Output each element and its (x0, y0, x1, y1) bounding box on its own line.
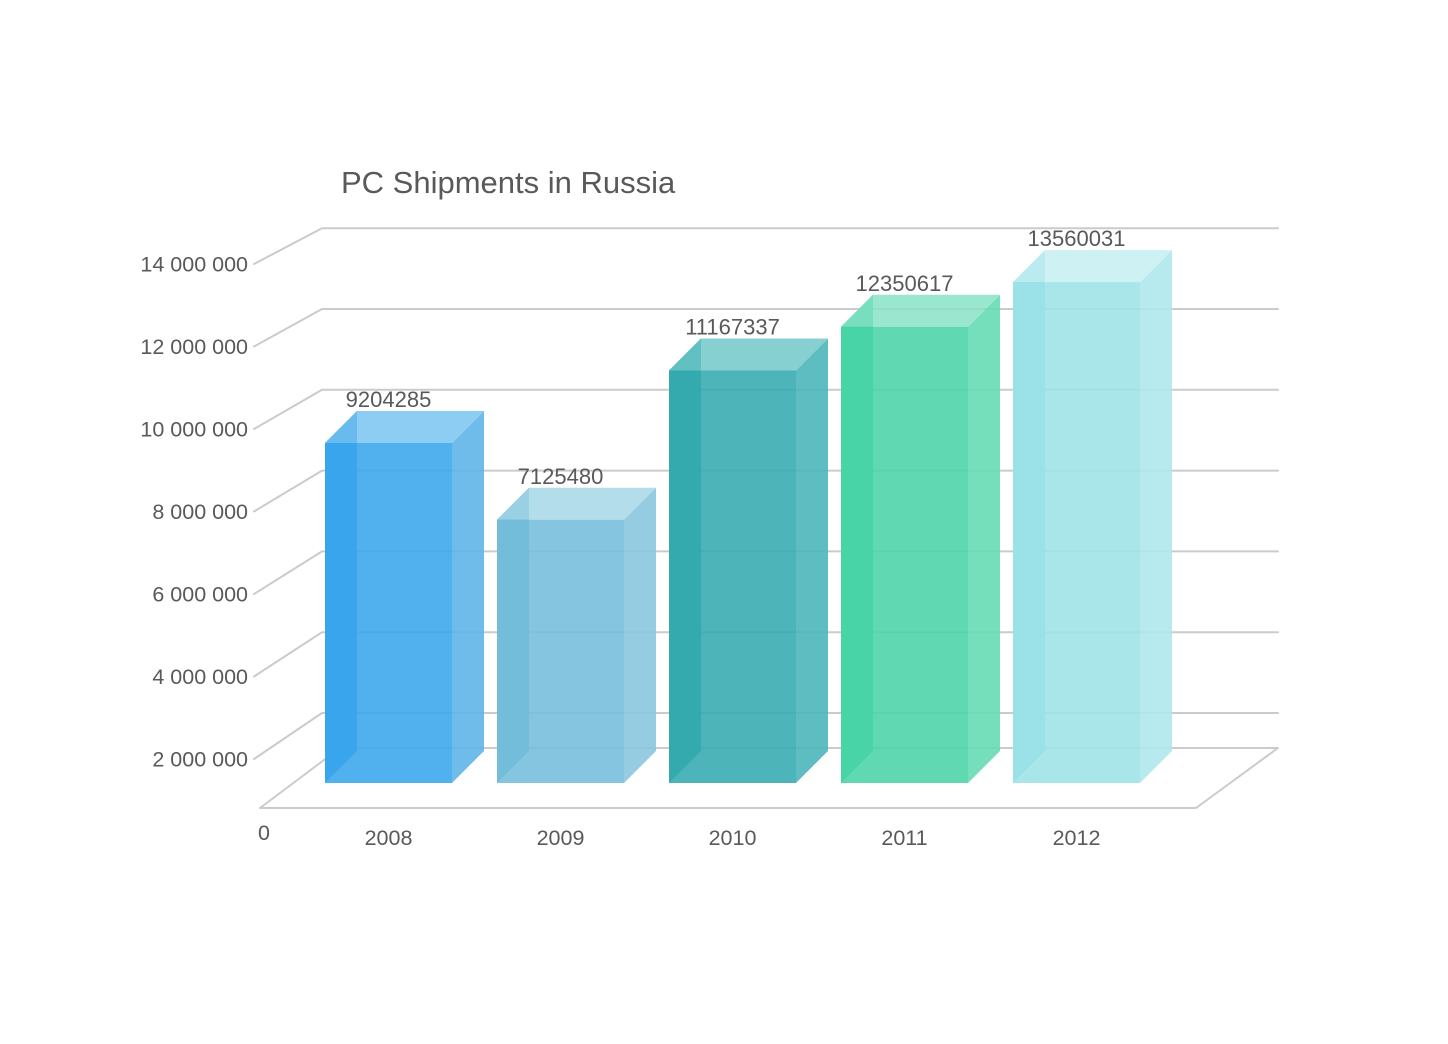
x-tick-2010: 2010 (709, 826, 757, 850)
gridline-14000000 (253, 227, 1279, 265)
x-tick-2012: 2012 (1053, 826, 1101, 850)
bar-top-face (497, 487, 656, 520)
bar-2012 (1013, 250, 1172, 784)
y-tick-0: 0 (258, 821, 270, 845)
bar-2011 (841, 294, 1000, 783)
bar-2010 (669, 338, 828, 783)
bar-top-face (841, 294, 1000, 327)
y-tick-6000000: 6 000 000 (152, 583, 248, 607)
bar-right-face (1140, 250, 1172, 784)
y-tick-8000000: 8 000 000 (152, 500, 248, 524)
y-tick-2000000: 2 000 000 (152, 748, 248, 772)
bar-right-face (624, 487, 656, 783)
x-tick-2009: 2009 (537, 826, 585, 850)
bar-right-face (452, 411, 484, 783)
bar-front-face (325, 443, 452, 783)
x-tick-2008: 2008 (365, 826, 413, 850)
value-label-2008: 9204285 (346, 387, 432, 412)
bar-front-face (497, 519, 624, 783)
y-tick-10000000: 10 000 000 (140, 418, 248, 442)
value-label-2011: 12350617 (856, 271, 954, 296)
bar-front-face (841, 326, 968, 783)
bar-top-face (1013, 250, 1172, 283)
bar-right-face (796, 338, 828, 783)
y-tick-4000000: 4 000 000 (152, 665, 248, 689)
value-label-2009: 7125480 (518, 464, 604, 489)
bar-2009 (497, 487, 656, 783)
x-tick-2011: 2011 (881, 826, 927, 850)
y-tick-14000000: 14 000 000 (140, 253, 248, 277)
value-label-2010: 11167337 (685, 314, 780, 339)
y-tick-12000000: 12 000 000 (140, 335, 248, 359)
chart-title: PC Shipments in Russia (341, 165, 676, 200)
bar-top-face (669, 338, 828, 371)
bar-2008 (325, 411, 484, 783)
bar-front-face (1013, 282, 1140, 783)
floor-plane (259, 747, 1279, 809)
bar-top-face (325, 411, 484, 443)
bar-right-face (968, 294, 1000, 783)
bar-front-face (669, 370, 796, 783)
bars (325, 250, 1172, 784)
value-label-2012: 13560031 (1028, 226, 1126, 251)
